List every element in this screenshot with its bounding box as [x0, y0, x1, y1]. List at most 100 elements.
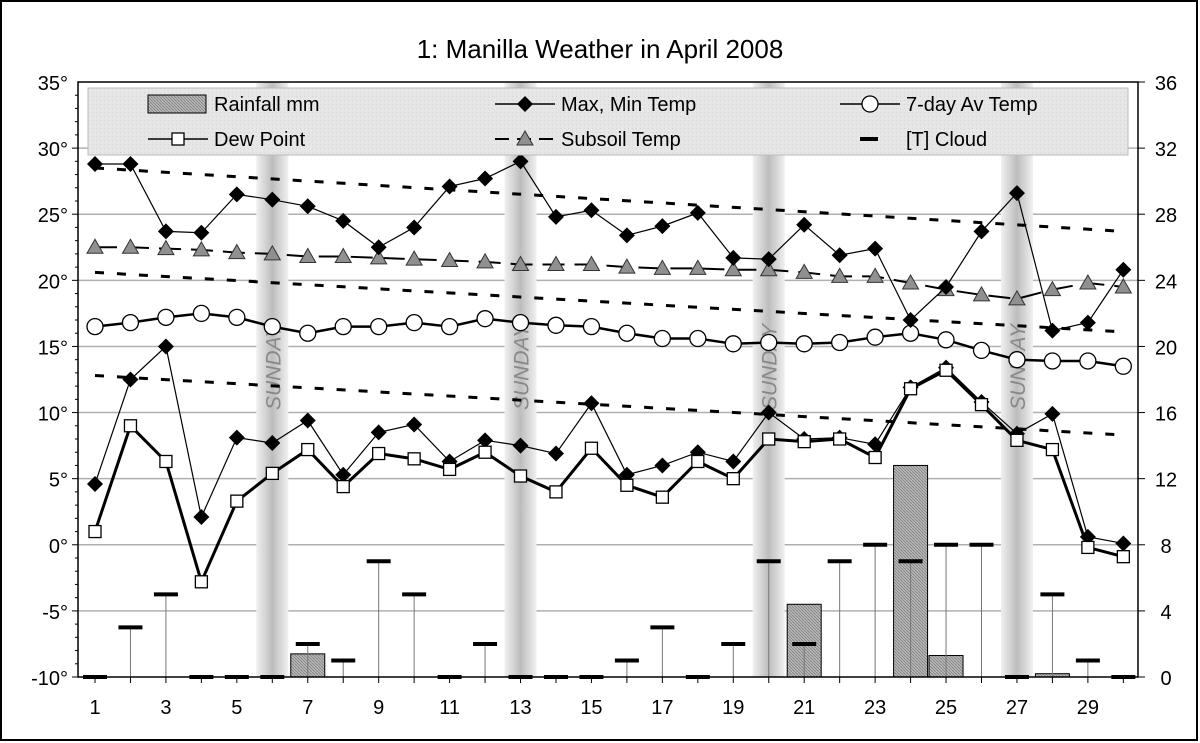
reference-line: [94, 374, 1124, 437]
x-tick-label: 13: [509, 697, 531, 719]
legend-item-4: Subsoil Temp: [561, 129, 681, 151]
legend-diamond-icon: [517, 96, 533, 112]
avg-temp-point: [192, 304, 211, 323]
dew-point-point: [301, 442, 315, 457]
temp-max-point: [1079, 314, 1096, 331]
subsoil-point: [440, 251, 459, 267]
temp-min-point: [370, 424, 387, 441]
subsoil-point: [511, 255, 530, 271]
dew-point-point: [655, 490, 670, 504]
temp-min-point: [87, 475, 103, 492]
dew-point-point: [1116, 550, 1130, 564]
x-tick-label: 1: [89, 697, 100, 719]
temp-max-point: [87, 155, 103, 172]
avg-temp-point: [1114, 357, 1132, 375]
temp-max-point: [547, 208, 564, 225]
subsoil-point: [653, 259, 672, 275]
x-tick-label: 19: [722, 697, 744, 719]
x-tick-label: 11: [439, 697, 460, 719]
temp-min-point: [512, 437, 529, 454]
temp-min-point: [1044, 405, 1061, 422]
temp-min-point: [299, 412, 316, 429]
temp-max-point: [228, 186, 245, 203]
x-tick-label: 7: [302, 697, 313, 719]
dew-point-point: [584, 441, 599, 455]
temp-max-point: [1115, 261, 1132, 278]
avg-temp-point: [370, 317, 388, 336]
temp-max-point: [370, 239, 387, 256]
temp-min-point: [760, 404, 777, 421]
dew-point-point: [442, 462, 457, 477]
y-left-tick-label: 25°: [38, 205, 68, 227]
legend-item-3: Dew Point: [214, 129, 306, 151]
dew-point-point: [939, 363, 953, 377]
temp-max-point: [157, 223, 174, 240]
temp-min-point: [867, 436, 884, 453]
temp-min-point: [1115, 535, 1132, 552]
x-tick-label: 25: [935, 697, 957, 719]
subsoil-point: [121, 238, 140, 254]
y-left-tick-label: 5°: [49, 470, 68, 492]
temp-max-point: [725, 249, 742, 266]
legend-triangle-icon: [516, 129, 534, 146]
sunday-label: SUNDAY: [511, 322, 534, 410]
chart-title: 1: Manilla Weather in April 2008: [417, 34, 784, 64]
temp-min-point: [406, 416, 423, 433]
temp-max-point: [193, 224, 210, 241]
x-tick-label: 29: [1077, 697, 1099, 719]
avg-temp-point: [228, 308, 246, 327]
dew-point-point: [1081, 540, 1095, 555]
avg-temp-point: [405, 313, 423, 332]
avg-temp-point: [511, 313, 530, 332]
legend-item-2: 7-day Av Temp: [906, 94, 1038, 116]
dew-point-point: [88, 524, 102, 539]
legend: [87, 87, 1129, 156]
dew-point-point: [407, 452, 421, 466]
legend-rainfall-swatch: [147, 94, 207, 114]
subsoil-point: [86, 238, 104, 254]
subsoil-point: [298, 247, 317, 264]
avg-temp-point: [263, 317, 281, 336]
y-left-tick-label: -10°: [31, 668, 68, 690]
subsoil-point: [582, 255, 601, 271]
avg-temp-point: [1008, 351, 1026, 369]
subsoil-point: [688, 259, 707, 275]
temp-max-point: [938, 278, 955, 295]
avg-temp-point: [582, 317, 601, 336]
dew-point-point: [620, 478, 634, 492]
y-right-tick-label: 0: [1160, 668, 1171, 690]
avg-temp-point: [547, 316, 565, 334]
subsoil-point: [476, 252, 494, 269]
avg-temp-point: [937, 331, 955, 349]
subsoil-point: [227, 243, 246, 260]
subsoil-point: [369, 248, 388, 265]
avg-temp-point: [866, 328, 884, 346]
dew-point-point: [478, 445, 492, 459]
y-left-tick-label: 30°: [38, 139, 68, 161]
reference-line: [94, 270, 1124, 334]
y-right-tick-label: 20: [1155, 337, 1177, 359]
temp-max-point: [867, 240, 884, 257]
avg-temp-point: [334, 317, 352, 336]
dew-point-point: [762, 432, 776, 446]
temp-max-point: [902, 312, 919, 328]
y-right-tick-label: 12: [1155, 470, 1177, 492]
subsoil-point: [1008, 289, 1026, 306]
temp-max-point: [441, 178, 458, 195]
x-tick-label: 15: [580, 697, 602, 719]
avg-temp-point: [440, 317, 459, 336]
y-right-tick-label: 28: [1155, 205, 1177, 227]
sunday-band: [256, 82, 289, 677]
y-right-tick-label: 16: [1155, 404, 1177, 426]
dew-point-point: [974, 397, 989, 412]
temp-max-point: [973, 223, 990, 240]
sunday-band: [504, 82, 537, 677]
temp-max-point: [831, 247, 848, 264]
avg-temp-point: [831, 333, 849, 352]
dew-point-point: [691, 454, 705, 469]
temp-min-point: [654, 457, 671, 474]
subsoil-point: [547, 255, 565, 271]
y-left-tick-label: 15°: [38, 337, 68, 359]
